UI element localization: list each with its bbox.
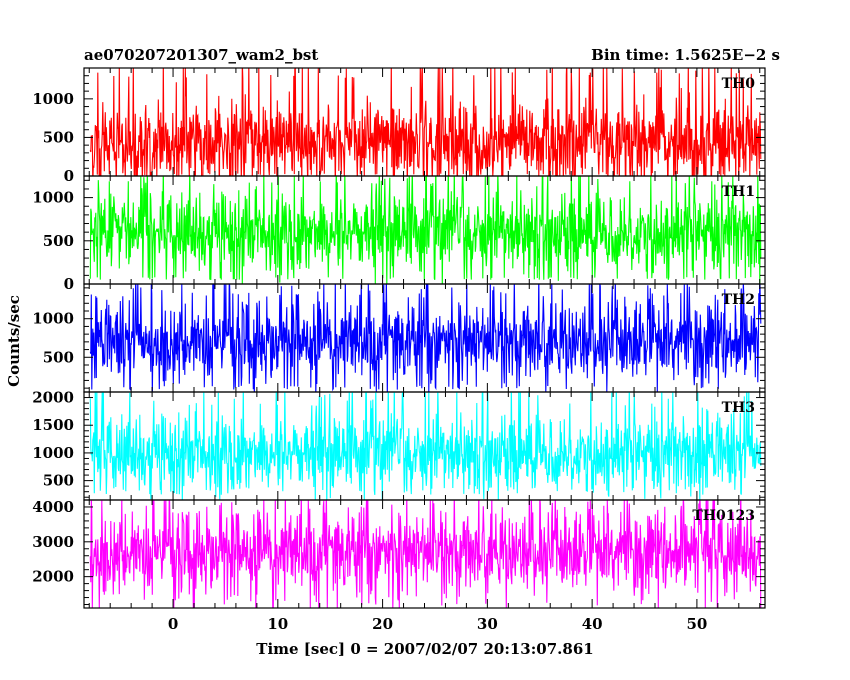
series-th3 — [89, 392, 762, 500]
y-axis-label: Counts/sec — [5, 295, 23, 387]
chart-title: ae070207201307_wam2_bst — [84, 46, 318, 64]
x-axis: 0 10 20 30 40 50 — [168, 615, 708, 633]
y-tick-label: 500 — [43, 472, 74, 490]
panel-th2: 500 1000 TH2 — [32, 283, 766, 393]
y-tick-label: 1000 — [32, 444, 74, 462]
panel-th1: 0 500 1000 TH1 — [32, 175, 766, 293]
x-tick-label: 0 — [168, 615, 178, 633]
panel-th0123: 2000 3000 4000 TH0123 — [32, 498, 766, 609]
panel-label: TH3 — [722, 400, 755, 416]
y-tick-label: 1000 — [32, 90, 74, 108]
x-axis-label: Time [sec] 0 = 2007/02/07 20:13:07.861 — [256, 640, 593, 658]
y-tick-label: 1000 — [32, 310, 74, 328]
panel-label: TH1 — [722, 184, 755, 200]
panel-label: TH2 — [722, 292, 755, 308]
x-tick-label: 50 — [686, 615, 707, 633]
y-tick-label: 0 — [64, 167, 74, 185]
y-tick-label: 0 — [64, 275, 74, 293]
series-th1 — [89, 176, 762, 284]
chart-subtitle: Bin time: 1.5625E−2 s — [591, 46, 780, 64]
panels-group: 0 500 1000 TH0 0 500 1000 TH1 500 1000 TH2 500 1000 1… — [32, 67, 766, 609]
y-tick-label: 500 — [43, 348, 74, 366]
series-th2 — [89, 284, 762, 392]
panel-label: TH0 — [722, 76, 756, 92]
y-tick-label: 3000 — [32, 533, 74, 551]
y-tick-label: 1500 — [32, 416, 74, 434]
x-tick-label: 30 — [477, 615, 498, 633]
y-tick-label: 500 — [43, 232, 74, 250]
panel-th0: 0 500 1000 TH0 — [32, 67, 766, 185]
series-th0 — [89, 68, 762, 176]
x-tick-label: 10 — [267, 615, 288, 633]
series-th0123 — [89, 500, 762, 608]
x-tick-label: 20 — [372, 615, 393, 633]
y-tick-label: 1000 — [32, 189, 74, 207]
x-tick-label: 40 — [582, 615, 603, 633]
y-tick-label: 4000 — [32, 498, 74, 516]
panel-label: TH0123 — [692, 508, 755, 524]
y-tick-label: 2000 — [32, 568, 74, 586]
y-tick-label: 500 — [43, 128, 74, 146]
y-tick-label: 2000 — [32, 389, 74, 407]
panel-th3: 500 1000 1500 2000 TH3 — [32, 389, 766, 501]
